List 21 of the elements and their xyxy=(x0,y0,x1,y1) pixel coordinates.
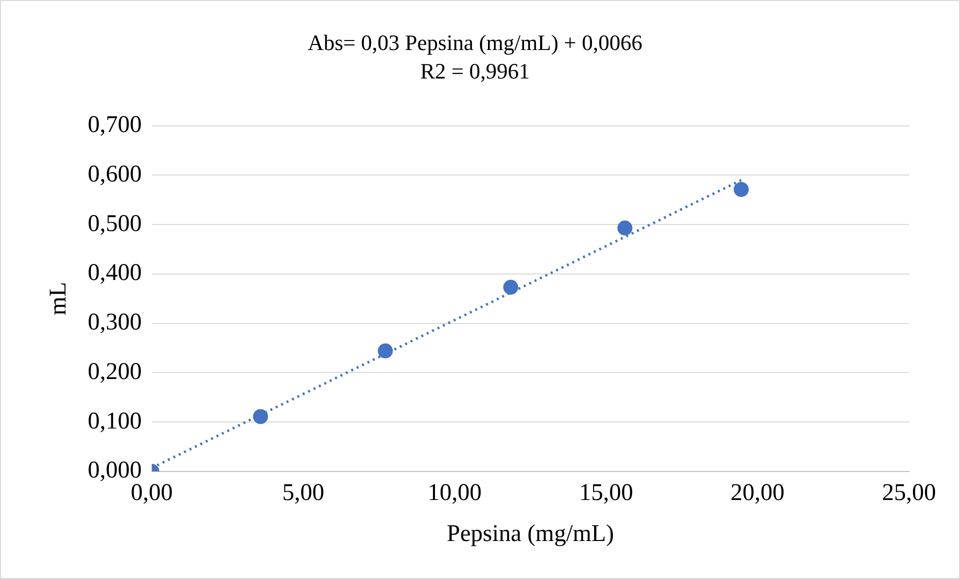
point xyxy=(253,409,268,424)
y-tick-label: 0,100 xyxy=(88,408,142,434)
x-axis-title: Pepsina (mg/mL) xyxy=(446,520,614,547)
x-tick-label: 5,00 xyxy=(282,480,324,506)
y-tick-label: 0,200 xyxy=(88,358,142,385)
x-tick-label: 10,00 xyxy=(428,480,482,506)
point xyxy=(734,182,749,197)
point xyxy=(503,280,518,295)
y-tick-label: 0,600 xyxy=(88,161,142,188)
y-tick-label: 0,400 xyxy=(88,260,142,286)
y-tick-label: 0,500 xyxy=(88,210,142,237)
x-tick-label: 15,00 xyxy=(579,480,634,506)
x-tick-label: 25,00 xyxy=(882,480,936,506)
y-tick-label: 0,300 xyxy=(88,310,142,336)
chart-title: Abs= 0,03 Pepsina (mg/mL) + 0,0066 xyxy=(308,30,642,55)
chart-subtitle: R2 = 0,9961 xyxy=(420,58,530,84)
x-tick-label: 20,00 xyxy=(730,480,785,506)
point xyxy=(617,220,632,236)
point xyxy=(378,343,393,358)
y-tick-label: 0,700 xyxy=(88,112,142,138)
y-axis-title: mL xyxy=(46,282,72,316)
